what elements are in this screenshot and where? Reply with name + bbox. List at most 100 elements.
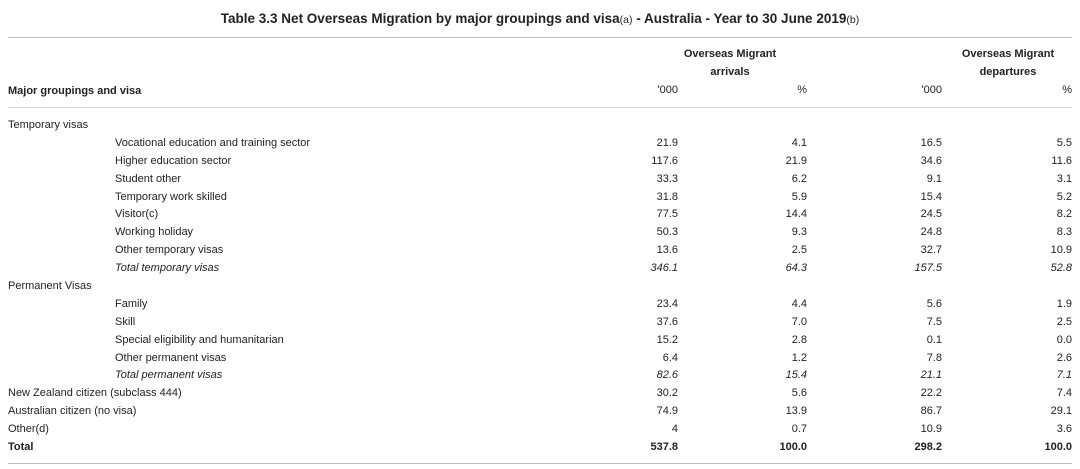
total-row: Total 537.8 100.0 298.2 100.0	[0, 439, 1080, 457]
row-label: Vocational education and training sector	[115, 136, 311, 149]
arrivals-percent-cell: 21.9	[785, 154, 807, 167]
arrivals-thousands-cell: 537.8	[650, 441, 678, 454]
departures-percent-cell: 2.6	[1056, 351, 1072, 364]
table-row: Total temporary visas 346.1 64.3 157.5 52.8	[0, 260, 1080, 278]
row-label: Special eligibility and humanitarian	[115, 333, 284, 346]
arrivals-percent-cell: 5.9	[791, 190, 807, 203]
departures-percent-cell: 3.6	[1056, 423, 1072, 436]
departures-thousands-cell: 32.7	[920, 244, 942, 257]
arrivals-thousands-cell: 31.8	[656, 190, 678, 203]
row-label: Other(d)	[8, 423, 49, 436]
departures-thousands-cell: 16.5	[920, 136, 942, 149]
arrivals-thousands-cell: 82.6	[656, 369, 678, 382]
table-row: Student other 33.3 6.2 9.1 3.1	[0, 171, 1080, 189]
departures-thousands-cell: 24.5	[920, 208, 942, 221]
arrivals-thousands-cell: 30.2	[656, 387, 678, 400]
arrivals-header: Overseas Migrant arrivals	[660, 45, 800, 81]
group-row: Temporary visas	[0, 117, 1080, 135]
departures-thousands-cell: 22.2	[920, 387, 942, 400]
arrivals-percent-cell: 2.8	[791, 333, 807, 346]
arrivals-percent-cell: 9.3	[791, 226, 807, 239]
title-note-a: (a)	[619, 14, 633, 26]
departures-thousands-cell: 7.8	[926, 351, 942, 364]
arrivals-percent-cell: 14.4	[785, 208, 807, 221]
departures-unit-percent: %	[1062, 84, 1072, 96]
table-row: Skill 37.6 7.0 7.5 2.5	[0, 314, 1080, 332]
arrivals-percent-cell: 4.1	[791, 136, 807, 149]
arrivals-thousands-cell: 74.9	[656, 405, 678, 418]
row-label: Australian citizen (no visa)	[8, 405, 137, 418]
row-label: Total permanent visas	[115, 369, 223, 382]
table-row: Special eligibility and humanitarian 15.2…	[0, 332, 1080, 350]
departures-percent-cell: 2.5	[1056, 315, 1072, 328]
arrivals-unit-thousands: '000	[657, 84, 678, 96]
row-label: Total	[8, 441, 34, 454]
arrivals-thousands-cell: 4	[671, 423, 678, 436]
arrivals-thousands-cell: 33.3	[656, 172, 678, 185]
departures-unit-thousands: '000	[921, 84, 942, 96]
departures-percent-cell: 8.3	[1056, 226, 1072, 239]
arrivals-percent-cell: 13.9	[785, 405, 807, 418]
arrivals-unit-percent: %	[797, 84, 807, 96]
table-row: Other temporary visas 13.6 2.5 32.7 10.9	[0, 242, 1080, 260]
row-label: Student other	[115, 172, 182, 185]
arrivals-header-line2: arrivals	[710, 66, 750, 78]
departures-thousands-cell: 21.1	[920, 369, 942, 382]
arrivals-percent-cell: 1.2	[791, 351, 807, 364]
row-label: Other temporary visas	[115, 244, 224, 257]
departures-percent-cell: 8.2	[1056, 208, 1072, 221]
table-row: Temporary work skilled 31.8 5.9 15.4 5.2	[0, 189, 1080, 207]
arrivals-percent-cell: 100.0	[779, 441, 807, 454]
table-row: Working holiday 50.3 9.3 24.8 8.3	[0, 224, 1080, 242]
group-row: Permanent Visas	[0, 278, 1080, 296]
title-note-b: (b)	[846, 14, 860, 26]
arrivals-thousands-cell: 15.2	[656, 333, 678, 346]
departures-percent-cell: 0.0	[1056, 333, 1072, 346]
departures-percent-cell: 3.1	[1056, 172, 1072, 185]
row-label: Visitor(c)	[115, 208, 159, 221]
arrivals-thousands-cell: 117.6	[651, 154, 678, 167]
arrivals-header-line1: Overseas Migrant	[683, 48, 777, 60]
departures-thousands-cell: 298.2	[914, 441, 942, 454]
header-rule	[8, 107, 1072, 108]
row-label: Skill	[115, 315, 136, 328]
departures-thousands-cell: 86.7	[920, 405, 942, 418]
departures-thousands-cell: 157.5	[914, 262, 942, 275]
column-label-header: Major groupings and visa	[8, 85, 142, 97]
row-label: Other permanent visas	[115, 351, 227, 364]
row-label: Family	[115, 297, 148, 310]
bottom-rule	[8, 463, 1072, 464]
table-row: Visitor(c) 77.5 14.4 24.5 8.2	[0, 206, 1080, 224]
departures-thousands-cell: 10.9	[920, 423, 942, 436]
table-body: Temporary visas Vocational education and …	[0, 117, 1080, 457]
table-row: Higher education sector 117.6 21.9 34.6 11.6	[0, 153, 1080, 171]
arrivals-percent-cell: 64.3	[785, 262, 807, 275]
row-label: New Zealand citizen (subclass 444)	[8, 387, 182, 400]
row-label: Temporary work skilled	[115, 190, 227, 203]
arrivals-thousands-cell: 37.6	[656, 315, 678, 328]
title-mid: - Australia - Year to 30 June 2019	[632, 11, 847, 26]
departures-header-line2: departures	[979, 66, 1037, 78]
row-label: Higher education sector	[115, 154, 232, 167]
departures-percent-cell: 52.8	[1050, 262, 1072, 275]
arrivals-percent-cell: 15.4	[785, 369, 807, 382]
departures-percent-cell: 7.4	[1056, 387, 1072, 400]
departures-header-line1: Overseas Migrant	[961, 48, 1055, 60]
departures-thousands-cell: 5.6	[926, 297, 942, 310]
arrivals-thousands-cell: 13.6	[656, 244, 678, 257]
departures-thousands-cell: 34.6	[920, 154, 942, 167]
table-title: Table 3.3 Net Overseas Migration by majo…	[0, 11, 1080, 26]
departures-percent-cell: 10.9	[1050, 244, 1072, 257]
row-label: Working holiday	[115, 226, 194, 239]
departures-thousands-cell: 7.5	[926, 315, 942, 328]
row-label: Total temporary visas	[115, 262, 220, 275]
arrivals-thousands-cell: 23.4	[656, 297, 678, 310]
table-row: New Zealand citizen (subclass 444) 30.2 5.…	[0, 385, 1080, 403]
table-row: Vocational education and training sector…	[0, 135, 1080, 153]
arrivals-thousands-cell: 21.9	[656, 136, 678, 149]
departures-percent-cell: 1.9	[1056, 297, 1072, 310]
arrivals-thousands-cell: 346.1	[650, 262, 678, 275]
departures-percent-cell: 100.0	[1044, 441, 1072, 454]
departures-thousands-cell: 24.8	[920, 226, 942, 239]
departures-thousands-cell: 9.1	[926, 172, 942, 185]
